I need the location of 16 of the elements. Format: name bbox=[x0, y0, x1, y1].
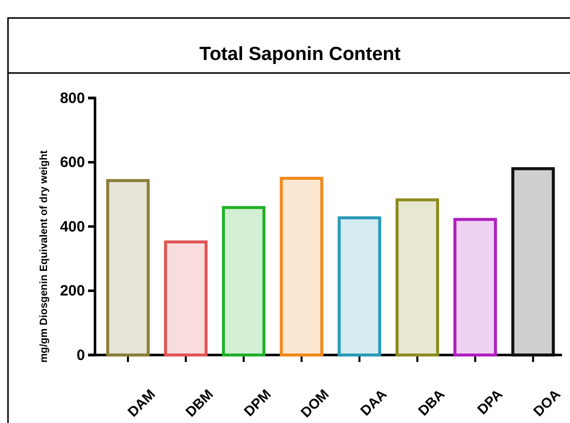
bar bbox=[453, 218, 497, 356]
bar bbox=[222, 206, 266, 356]
x-tick-label: DPA bbox=[474, 386, 506, 418]
y-tick-label: 600 bbox=[60, 154, 85, 172]
y-tick-label: 200 bbox=[60, 282, 85, 300]
bar bbox=[511, 167, 555, 356]
bar bbox=[164, 240, 208, 356]
y-tick-label: 0 bbox=[76, 346, 85, 364]
bar bbox=[280, 176, 324, 356]
bar bbox=[396, 198, 440, 356]
chart-title: Total Saponin Content bbox=[199, 44, 402, 65]
y-tick-label: 400 bbox=[60, 218, 85, 236]
bar bbox=[338, 216, 382, 356]
y-axis-title: mg/gm Diosgenin Equivalent of dry weight bbox=[38, 150, 50, 363]
y-tick-label: 800 bbox=[60, 90, 85, 107]
bar bbox=[106, 179, 150, 356]
